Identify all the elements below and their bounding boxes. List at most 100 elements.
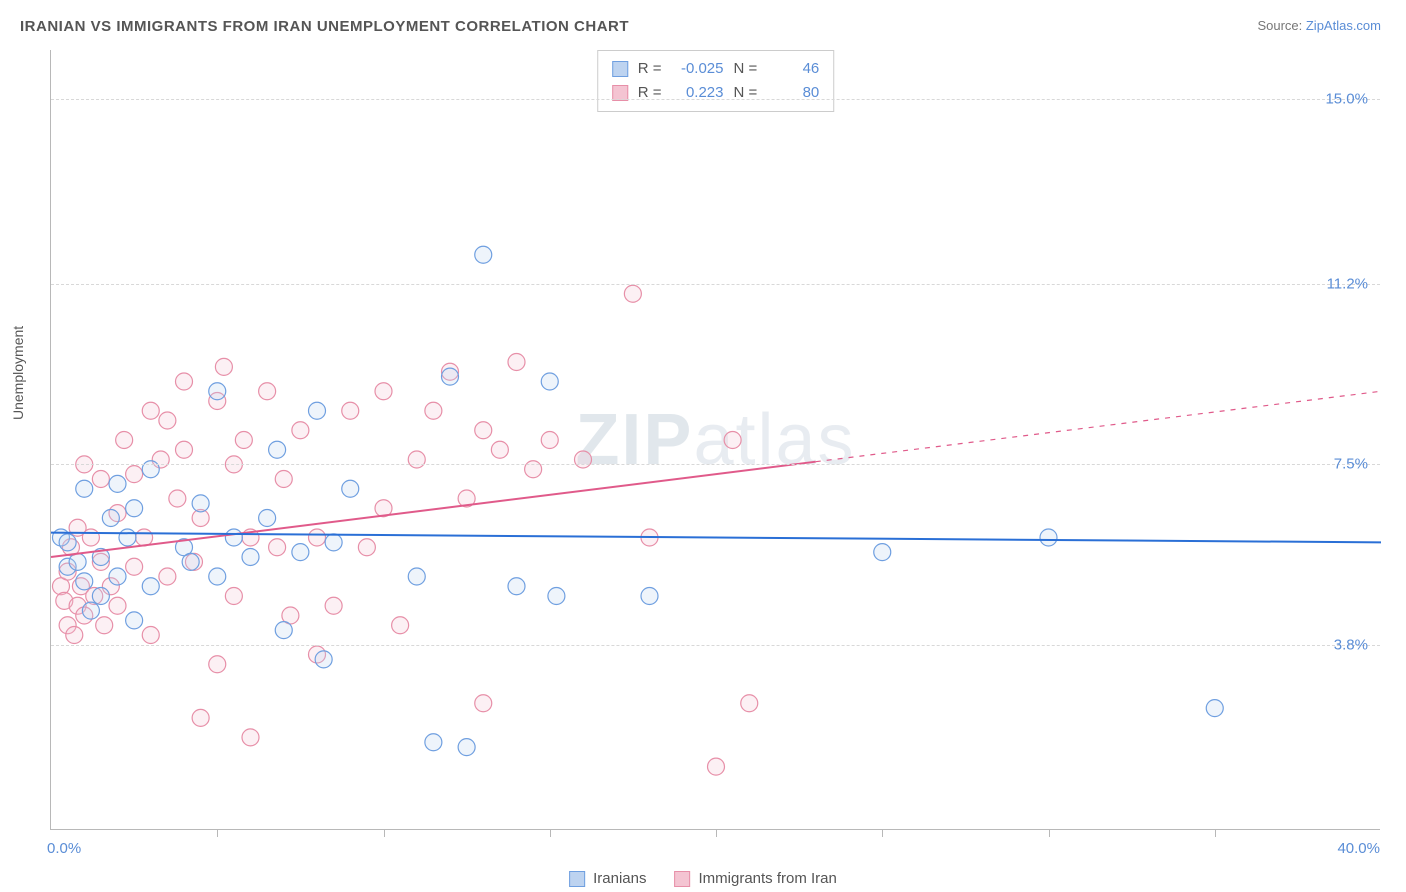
swatch-iranians [612, 61, 628, 77]
data-point [458, 739, 475, 756]
legend-row-immigrants: R = 0.223 N = 80 [612, 81, 820, 105]
plot-area: ZIPatlas R = -0.025 N = 46 R = 0.223 N =… [50, 50, 1380, 830]
data-point [142, 627, 159, 644]
data-point [309, 402, 326, 419]
source-credit: Source: ZipAtlas.com [1257, 18, 1381, 33]
chart-title: IRANIAN VS IMMIGRANTS FROM IRAN UNEMPLOY… [20, 18, 629, 35]
data-point [548, 588, 565, 605]
source-prefix: Source: [1257, 18, 1305, 33]
data-point [176, 373, 193, 390]
trend-line-extrapolated [816, 391, 1381, 461]
y-tick-label: 11.2% [1327, 276, 1368, 293]
data-point [1040, 529, 1057, 546]
data-point [209, 656, 226, 673]
data-point [375, 383, 392, 400]
x-tick [217, 829, 218, 837]
data-point [242, 549, 259, 566]
data-point [209, 568, 226, 585]
data-point [142, 402, 159, 419]
legend-label-iranians: Iranians [593, 870, 646, 887]
data-point [292, 544, 309, 561]
data-point [315, 651, 332, 668]
data-point [142, 461, 159, 478]
data-point [358, 539, 375, 556]
data-point [342, 480, 359, 497]
data-point [215, 358, 232, 375]
data-point [541, 373, 558, 390]
data-point [325, 534, 342, 551]
source-link[interactable]: ZipAtlas.com [1306, 18, 1381, 33]
data-point [342, 402, 359, 419]
n-label: N = [734, 81, 758, 105]
legend-item-immigrants: Immigrants from Iran [675, 870, 837, 887]
data-point [269, 539, 286, 556]
n-label: N = [734, 57, 758, 81]
data-point [76, 480, 93, 497]
y-tick-label: 15.0% [1325, 90, 1368, 107]
data-point [874, 544, 891, 561]
data-point [292, 422, 309, 439]
data-point [209, 383, 226, 400]
x-axis-label: 0.0% [47, 840, 81, 857]
gridline [51, 464, 1380, 465]
legend-item-iranians: Iranians [569, 870, 646, 887]
data-point [159, 412, 176, 429]
data-point [475, 246, 492, 263]
n-value-immigrants: 80 [767, 81, 819, 105]
data-point [408, 451, 425, 468]
data-point [59, 534, 76, 551]
data-point [275, 471, 292, 488]
data-point [126, 612, 143, 629]
data-point [325, 597, 342, 614]
y-tick-label: 7.5% [1334, 456, 1368, 473]
data-point [119, 529, 136, 546]
data-point [475, 695, 492, 712]
data-point [442, 368, 459, 385]
correlation-legend: R = -0.025 N = 46 R = 0.223 N = 80 [597, 50, 835, 112]
x-tick [882, 829, 883, 837]
x-tick [384, 829, 385, 837]
data-point [259, 383, 276, 400]
data-point [425, 734, 442, 751]
data-point [192, 495, 209, 512]
data-point [491, 441, 508, 458]
gridline [51, 284, 1380, 285]
data-point [142, 578, 159, 595]
data-point [109, 597, 126, 614]
y-tick-label: 3.8% [1334, 636, 1368, 653]
data-point [92, 588, 109, 605]
x-tick [1049, 829, 1050, 837]
x-tick [550, 829, 551, 837]
scatter-svg [51, 50, 1380, 829]
data-point [109, 475, 126, 492]
swatch-iranians-bottom [569, 871, 585, 887]
y-axis-label: Unemployment [10, 326, 26, 420]
data-point [109, 568, 126, 585]
series-legend: Iranians Immigrants from Iran [569, 870, 837, 887]
r-value-iranians: -0.025 [672, 57, 724, 81]
data-point [624, 285, 641, 302]
data-point [76, 573, 93, 590]
data-point [225, 588, 242, 605]
data-point [66, 627, 83, 644]
data-point [169, 490, 186, 507]
data-point [126, 466, 143, 483]
n-value-iranians: 46 [767, 57, 819, 81]
data-point [176, 441, 193, 458]
data-point [508, 578, 525, 595]
data-point [475, 422, 492, 439]
data-point [392, 617, 409, 634]
data-point [525, 461, 542, 478]
data-point [159, 568, 176, 585]
data-point [724, 432, 741, 449]
trend-line [51, 462, 816, 557]
data-point [508, 354, 525, 371]
gridline [51, 645, 1380, 646]
data-point [1206, 700, 1223, 717]
data-point [575, 451, 592, 468]
data-point [225, 529, 242, 546]
r-label: R = [638, 57, 662, 81]
gridline [51, 99, 1380, 100]
data-point [309, 529, 326, 546]
data-point [269, 441, 286, 458]
